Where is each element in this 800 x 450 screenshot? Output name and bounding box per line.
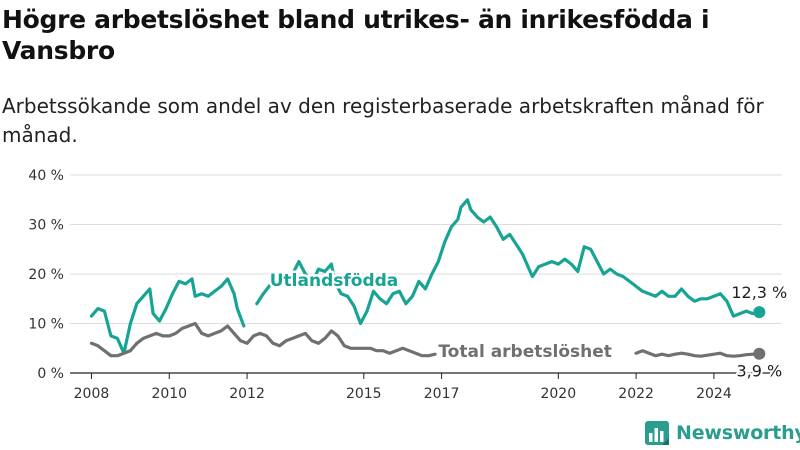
x-tick-label: 2020 [540, 386, 576, 402]
series-line [89, 321, 437, 358]
brand-logo: Newsworthy [644, 418, 800, 448]
end-value-label: 3,9 % [736, 362, 782, 381]
series-label-utlandsfodda: Utlandsfödda [270, 271, 399, 291]
y-tick-label: 40 % [28, 168, 64, 184]
x-tick-label: 2010 [151, 386, 187, 402]
chart-title: Högre arbetslöshet bland utrikes- än inr… [2, 5, 710, 65]
x-tick-label: 2012 [229, 386, 265, 402]
end-value-halo: 3,9 % [736, 362, 782, 381]
y-tick-label: 30 % [28, 218, 64, 234]
x-tick-label: 2024 [696, 386, 732, 402]
end-value-halo: 12,3 % [731, 283, 787, 302]
x-tick-label: 2022 [618, 386, 654, 402]
series-label-halo: Total arbetslöshet [438, 342, 612, 362]
series-end-point [753, 306, 766, 319]
brand-name: Newsworthy [676, 422, 800, 444]
end-value-label: 12,3 % [731, 283, 787, 302]
y-tick-label: 0 % [37, 366, 64, 382]
x-tick-label: 2017 [424, 386, 460, 402]
y-tick-label: 20 % [28, 267, 64, 283]
bar-chart-icon [645, 421, 669, 445]
series-end-point [753, 347, 766, 360]
y-tick-label: 10 % [28, 317, 64, 333]
series-line [634, 349, 761, 358]
series-line [255, 198, 761, 326]
chart-subtitle: Arbetssökande som andel av den registerb… [2, 94, 764, 147]
series-line [89, 277, 246, 355]
x-tick-label: 2008 [74, 386, 110, 402]
series-label-halo: Utlandsfödda [270, 271, 399, 291]
series-label-total: Total arbetslöshet [438, 342, 612, 362]
x-tick-label: 2015 [346, 386, 382, 402]
